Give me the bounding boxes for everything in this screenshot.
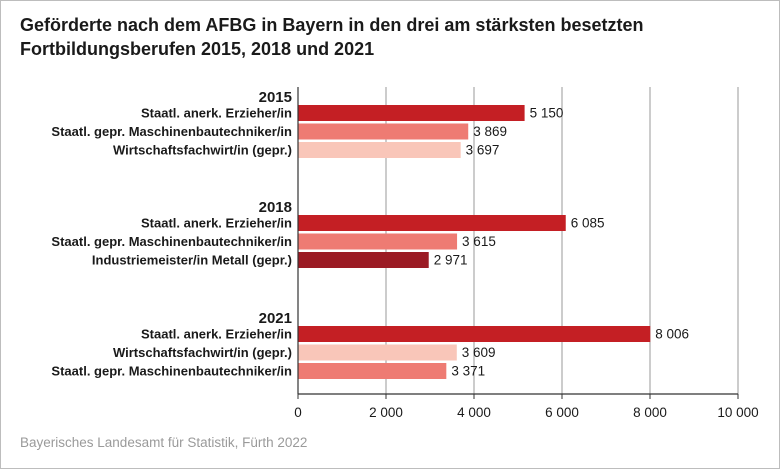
- category-label: Staatl. anerk. Erzieher/in: [141, 327, 292, 342]
- bar: [298, 105, 525, 121]
- data-label: 2 971: [434, 253, 468, 268]
- data-label: 8 006: [655, 327, 689, 342]
- chart-title-line-1: Geförderte nach dem AFBG in Bayern in de…: [20, 15, 644, 35]
- bar: [298, 344, 457, 361]
- data-label: 5 150: [530, 106, 564, 121]
- bar: [298, 123, 469, 140]
- source-note: Bayerisches Landesamt für Statistik, Für…: [20, 435, 308, 450]
- category-label: Staatl. anerk. Erzieher/in: [141, 216, 292, 231]
- chart-title: Geförderte nach dem AFBG in Bayern in de…: [20, 13, 760, 61]
- category-label: Staatl. gepr. Maschinenbautechniker/in: [51, 124, 292, 139]
- x-tick-label: 6 000: [545, 405, 579, 420]
- group-label-2021: 2021: [259, 310, 292, 327]
- category-label: Wirtschaftsfachwirt/in (gepr.): [113, 143, 292, 158]
- x-tick-label: 0: [294, 405, 302, 420]
- x-tick-label: 8 000: [633, 405, 667, 420]
- group-label-2015: 2015: [259, 89, 292, 106]
- bar: [298, 363, 447, 379]
- category-label: Staatl. gepr. Maschinenbautechniker/in: [51, 234, 292, 249]
- data-label: 3 609: [462, 345, 496, 360]
- x-tick-label: 10 000: [717, 405, 758, 420]
- bar: [298, 215, 566, 231]
- data-label: 3 697: [466, 143, 500, 158]
- chart-title-line-2: Fortbildungsberufen 2015, 2018 und 2021: [20, 39, 375, 59]
- data-label: 3 869: [473, 124, 507, 139]
- bar: [298, 142, 461, 158]
- category-label: Staatl. gepr. Maschinenbautechniker/in: [51, 364, 292, 379]
- bar: [298, 326, 651, 342]
- category-label: Industriemeister/in Metall (gepr.): [92, 253, 292, 268]
- category-label: Wirtschaftsfachwirt/in (gepr.): [113, 345, 292, 360]
- category-label: Staatl. anerk. Erzieher/in: [141, 106, 292, 121]
- data-label: 6 085: [571, 216, 605, 231]
- x-tick-label: 2 000: [369, 405, 403, 420]
- group-label-2018: 2018: [259, 199, 292, 216]
- data-label: 3 615: [462, 234, 496, 249]
- bar: [298, 252, 429, 268]
- data-label: 3 371: [451, 364, 485, 379]
- bar: [298, 233, 458, 250]
- x-tick-label: 4 000: [457, 405, 491, 420]
